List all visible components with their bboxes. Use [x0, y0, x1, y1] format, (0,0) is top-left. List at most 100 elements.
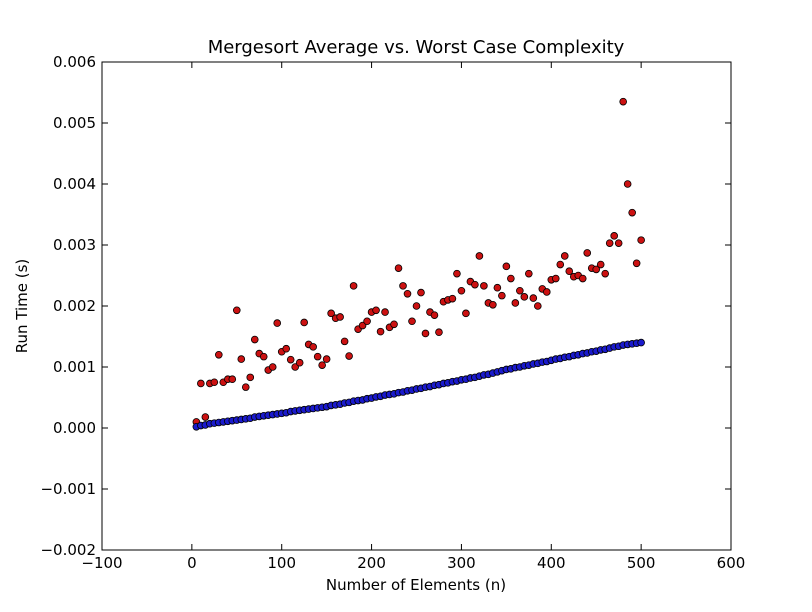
worst-case-point: [471, 280, 479, 289]
worst-case-point: [605, 239, 614, 247]
worst-case-point: [596, 260, 605, 269]
worst-case-point: [489, 300, 497, 309]
worst-case-point: [628, 208, 636, 217]
y-tick-label: −0.002: [40, 541, 96, 559]
worst-case-point: [336, 313, 344, 321]
worst-case-point: [534, 302, 542, 310]
y-tick-label: 0.005: [53, 114, 96, 132]
worst-case-point: [511, 299, 520, 307]
x-tick-label: 100: [267, 554, 296, 572]
worst-case-point: [327, 309, 335, 318]
worst-case-point: [498, 291, 506, 300]
worst-case-point: [435, 328, 443, 337]
worst-case-point: [295, 358, 304, 367]
worst-case-point: [542, 288, 551, 296]
worst-case-point: [286, 355, 295, 364]
worst-case-point: [340, 337, 349, 346]
x-axis-label: Number of Elements (n): [326, 576, 506, 594]
worst-case-point: [322, 355, 331, 363]
worst-case-point: [520, 293, 529, 301]
worst-case-point: [610, 232, 618, 240]
worst-case-point: [372, 306, 380, 315]
worst-case-point: [210, 378, 219, 387]
x-tick-label: 0: [187, 554, 197, 572]
worst-case-point: [349, 282, 358, 290]
x-tick-label: 300: [447, 554, 476, 572]
average-case-point: [637, 338, 645, 347]
worst-case-point: [268, 363, 277, 371]
worst-case-point: [399, 282, 407, 290]
worst-case-point: [291, 363, 299, 371]
worst-case-point: [345, 352, 353, 360]
worst-case-point: [480, 282, 488, 290]
plot-area: −100 0 100 200 300 400 500 600 −0.002 −0.001 0.000…: [40, 53, 745, 572]
worst-case-point: [637, 236, 645, 244]
worst-case-point: [475, 252, 484, 260]
worst-case-point: [507, 274, 515, 283]
worst-case-point: [632, 259, 641, 268]
worst-case-point: [403, 289, 412, 298]
worst-case-point: [619, 97, 627, 106]
worst-case-point: [623, 180, 632, 188]
worst-case-point: [614, 239, 623, 247]
worst-case-point: [430, 311, 439, 319]
y-tick-label: 0.004: [53, 175, 96, 193]
y-tick-label: 0.000: [53, 419, 96, 437]
x-tick-label: 600: [717, 554, 746, 572]
worst-case-point: [408, 317, 416, 326]
worst-case-point: [417, 288, 425, 297]
worst-case-point: [300, 318, 308, 327]
worst-case-point: [363, 317, 371, 326]
worst-case-point: [462, 309, 470, 318]
worst-case-point: [529, 294, 538, 302]
worst-case-point: [578, 274, 587, 283]
worst-case-point: [502, 262, 511, 271]
x-tick-label: 500: [627, 554, 656, 572]
worst-case-point: [556, 260, 565, 269]
worst-case-point: [318, 361, 326, 369]
worst-case-point: [448, 294, 457, 303]
worst-case-point: [259, 352, 268, 361]
worst-case-point: [457, 286, 466, 295]
worst-case-point: [421, 329, 430, 338]
worst-case-point: [273, 319, 282, 327]
worst-case-point: [453, 269, 461, 278]
worst-case-point: [592, 265, 601, 274]
worst-case-point: [246, 373, 255, 382]
worst-case-point: [250, 335, 259, 344]
y-axis-label: Run Time (s): [13, 259, 31, 354]
worst-case-point: [551, 274, 560, 283]
worst-case-point: [282, 344, 291, 353]
chart-title: Mergesort Average vs. Worst Case Complex…: [208, 37, 625, 58]
worst-case-point: [394, 264, 403, 272]
worst-case-point: [232, 306, 241, 315]
worst-case-point: [601, 269, 609, 278]
worst-case-point: [237, 355, 246, 363]
worst-case-point: [390, 320, 398, 329]
worst-case-point: [493, 283, 502, 292]
worst-case-point: [197, 379, 205, 388]
x-tick-label: 200: [357, 554, 386, 572]
x-tick-label: −100: [81, 554, 122, 572]
worst-case-point: [228, 375, 237, 384]
y-tick-label: 0.002: [53, 297, 96, 315]
worst-case-point: [412, 302, 421, 310]
worst-case-point: [525, 269, 533, 278]
worst-case-point: [376, 327, 385, 336]
worst-case-point: [241, 383, 250, 391]
worst-case-point: [560, 252, 569, 260]
x-tick-label: 400: [537, 554, 566, 572]
worst-case-point: [583, 249, 592, 257]
worst-case-point: [201, 413, 210, 421]
y-tick-label: 0.003: [53, 236, 96, 254]
worst-case-point: [381, 308, 389, 316]
y-tick-label: −0.001: [40, 480, 96, 498]
worst-case-point: [565, 267, 574, 276]
worst-case-point: [215, 350, 223, 359]
worst-case-point: [516, 286, 524, 295]
y-tick-label: 0.006: [53, 53, 96, 71]
worst-case-point: [313, 352, 322, 361]
worst-case-point: [309, 343, 317, 351]
